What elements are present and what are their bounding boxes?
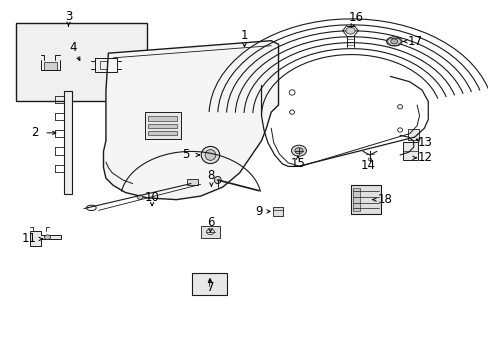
Text: 13: 13 [417,136,432,149]
Text: 4: 4 [69,41,77,54]
Bar [63,91,72,194]
Bar [148,131,177,135]
Text: 16: 16 [348,11,363,24]
Bar [192,273,226,295]
Text: 7: 7 [206,281,214,294]
Bar [43,62,57,70]
Text: 5: 5 [182,148,189,162]
Bar [148,123,177,128]
Ellipse shape [345,27,354,34]
Text: 17: 17 [407,35,422,48]
Text: 8: 8 [207,169,215,182]
Polygon shape [30,231,61,246]
Ellipse shape [44,235,50,239]
Ellipse shape [214,176,221,184]
Ellipse shape [201,147,219,163]
Text: 15: 15 [290,157,305,170]
Bar [402,143,417,159]
Bar [272,207,283,216]
Ellipse shape [137,195,142,199]
Text: 11: 11 [22,233,37,246]
Bar [350,185,380,214]
Text: 18: 18 [377,193,392,206]
Text: 6: 6 [206,216,214,229]
Text: 9: 9 [255,205,262,218]
Bar [407,129,418,140]
Ellipse shape [386,37,401,46]
Bar [144,112,181,139]
Ellipse shape [294,148,303,154]
Bar [148,116,177,121]
Text: 1: 1 [240,29,248,42]
Bar [187,179,198,185]
Text: 12: 12 [417,151,432,165]
Text: 2: 2 [31,126,38,139]
Bar [201,226,220,238]
Bar [352,188,360,211]
Bar [100,62,112,68]
Text: 3: 3 [65,10,72,23]
Polygon shape [103,41,278,200]
Text: 14: 14 [360,159,375,172]
Text: 10: 10 [144,191,159,204]
Ellipse shape [204,150,215,160]
Bar [16,23,147,102]
Ellipse shape [390,39,397,44]
Ellipse shape [291,145,306,156]
